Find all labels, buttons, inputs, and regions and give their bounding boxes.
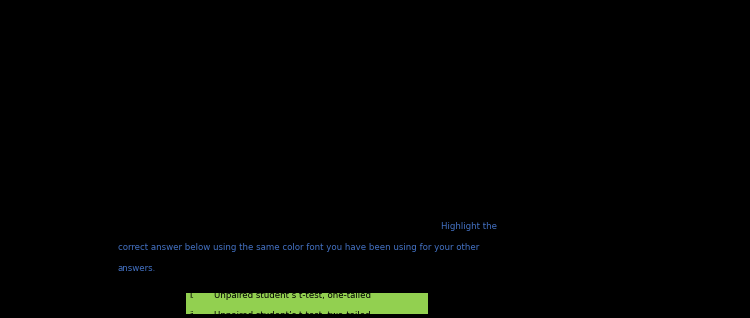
- Text: Because you will be comparing the means of two groups and you are not specifying: Because you will be comparing the means …: [118, 201, 481, 210]
- Text: trees will be the same as the mean number of bagworms on deciduous trees.: trees will be the same as the mean numbe…: [92, 114, 427, 123]
- Text: 1.: 1.: [92, 201, 100, 210]
- Text: Our: Our: [92, 93, 110, 102]
- Text: Unpaired student’s t-test, two-tailed: Unpaired student’s t-test, two-tailed: [214, 311, 371, 318]
- Text: for this test is: The mean number of bagworms on: for this test is: The mean number of bag…: [197, 147, 417, 156]
- Text: treating bagworm number as a continuous variable.: treating bagworm number as a continuous …: [92, 60, 316, 69]
- Text: Our: Our: [92, 147, 110, 156]
- Text: i.: i.: [190, 291, 195, 300]
- FancyBboxPatch shape: [187, 293, 428, 315]
- Text: answers.: answers.: [118, 264, 156, 273]
- Text: which direction the difference will be in, which test should you use?: which direction the difference will be i…: [118, 222, 413, 231]
- Text: In this tab, we will run a statistical test to help us determine whether the bag: In this tab, we will run a statistical t…: [92, 18, 486, 28]
- Text: Unpaired student’s t-test, one-tailed: Unpaired student’s t-test, one-tailed: [214, 291, 371, 300]
- Text: Highlight the: Highlight the: [441, 222, 497, 231]
- Text: ii.: ii.: [190, 311, 197, 318]
- Text: statistical alternate hypothesis: statistical alternate hypothesis: [101, 147, 254, 156]
- Text: for this test is: The mean number of bagworms on evergreen: for this test is: The mean number of bag…: [188, 93, 455, 102]
- Text: evergreen trees will be different than the mean number of bagworms on deciduous : evergreen trees will be different than t…: [92, 168, 481, 177]
- Text: correct answer below using the same color font you have been using for your othe: correct answer below using the same colo…: [118, 243, 479, 252]
- Text: statistical null hypothesis: statistical null hypothesis: [101, 93, 227, 102]
- Text: preferring evergreen trees and shrubs over deciduous trees and shrubs. In this p: preferring evergreen trees and shrubs ov…: [92, 39, 503, 48]
